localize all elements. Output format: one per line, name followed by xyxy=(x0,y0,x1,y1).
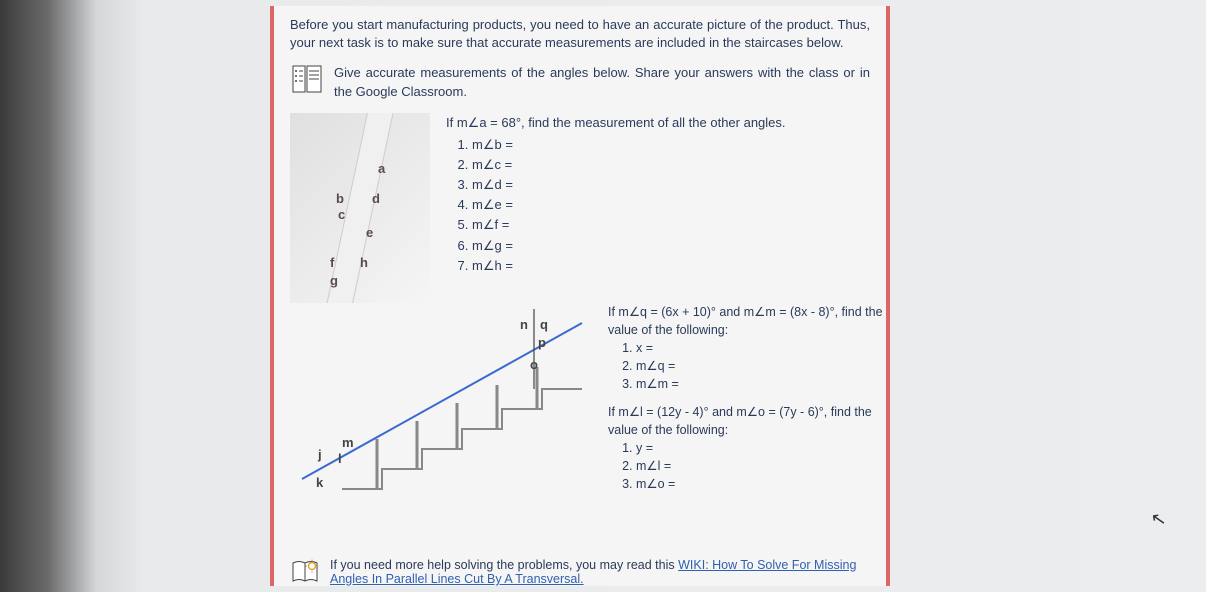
problem-1-section: a b c d e f g h If m∠a = 68°, find the m… xyxy=(290,113,870,303)
angle-label: e xyxy=(366,225,373,240)
angle-label: g xyxy=(330,273,338,288)
footer-prefix: If you need more help solving the proble… xyxy=(330,558,678,572)
help-footer: If you need more help solving the proble… xyxy=(290,558,886,586)
angle-label: o xyxy=(530,357,538,372)
angle-label: c xyxy=(338,207,345,222)
angle-label: p xyxy=(538,335,546,350)
staircase-figure-1: a b c d e f g h xyxy=(290,113,430,303)
intro-text: Before you start manufacturing products,… xyxy=(290,16,870,52)
problem-2-3-section: n q p o j k l m If m∠q = (6x + 10)° and … xyxy=(290,309,870,509)
problem-1-questions: If m∠a = 68°, find the measurement of al… xyxy=(446,113,786,303)
problem-3-header: If m∠l = (12y - 4)° and m∠o = (7y - 6)°,… xyxy=(608,403,888,439)
angle-label: n xyxy=(520,317,528,332)
question-item: m∠q = xyxy=(636,357,888,375)
staircase-figure-2: n q p o j k l m xyxy=(282,299,592,509)
angle-label: m xyxy=(342,435,354,450)
question-item: y = xyxy=(636,439,888,457)
document-icon xyxy=(290,64,324,94)
question-item: x = xyxy=(636,339,888,357)
question-item: m∠e = xyxy=(472,195,786,215)
question-item: m∠h = xyxy=(472,256,786,276)
instruction-row: Give accurate measurements of the angles… xyxy=(290,64,870,100)
angle-label: d xyxy=(372,191,380,206)
footer-text: If you need more help solving the proble… xyxy=(330,558,886,586)
angle-label: a xyxy=(378,161,385,176)
instruction-text: Give accurate measurements of the angles… xyxy=(334,64,870,100)
angle-label: h xyxy=(360,255,368,270)
angle-label: k xyxy=(316,475,324,490)
book-icon xyxy=(290,558,320,584)
angle-label: l xyxy=(338,451,342,466)
angle-label: f xyxy=(330,255,334,270)
question-item: m∠m = xyxy=(636,375,888,393)
cursor-icon: ↖ xyxy=(1149,508,1168,531)
problem-2-header: If m∠q = (6x + 10)° and m∠m = (8x - 8)°,… xyxy=(608,303,888,339)
question-item: m∠l = xyxy=(636,457,888,475)
question-item: m∠d = xyxy=(472,175,786,195)
question-item: m∠g = xyxy=(472,236,786,256)
question-item: m∠b = xyxy=(472,135,786,155)
angle-label: q xyxy=(540,317,548,332)
question-item: m∠o = xyxy=(636,475,888,493)
problem-1-header: If m∠a = 68°, find the measurement of al… xyxy=(446,113,786,133)
problem-2-questions: If m∠q = (6x + 10)° and m∠m = (8x - 8)°,… xyxy=(608,303,888,394)
question-item: m∠c = xyxy=(472,155,786,175)
angle-label: b xyxy=(336,191,344,206)
problem-3-questions: If m∠l = (12y - 4)° and m∠o = (7y - 6)°,… xyxy=(608,403,888,494)
document-page: Before you start manufacturing products,… xyxy=(270,6,890,586)
question-item: m∠f = xyxy=(472,215,786,235)
angle-label: j xyxy=(317,447,322,462)
